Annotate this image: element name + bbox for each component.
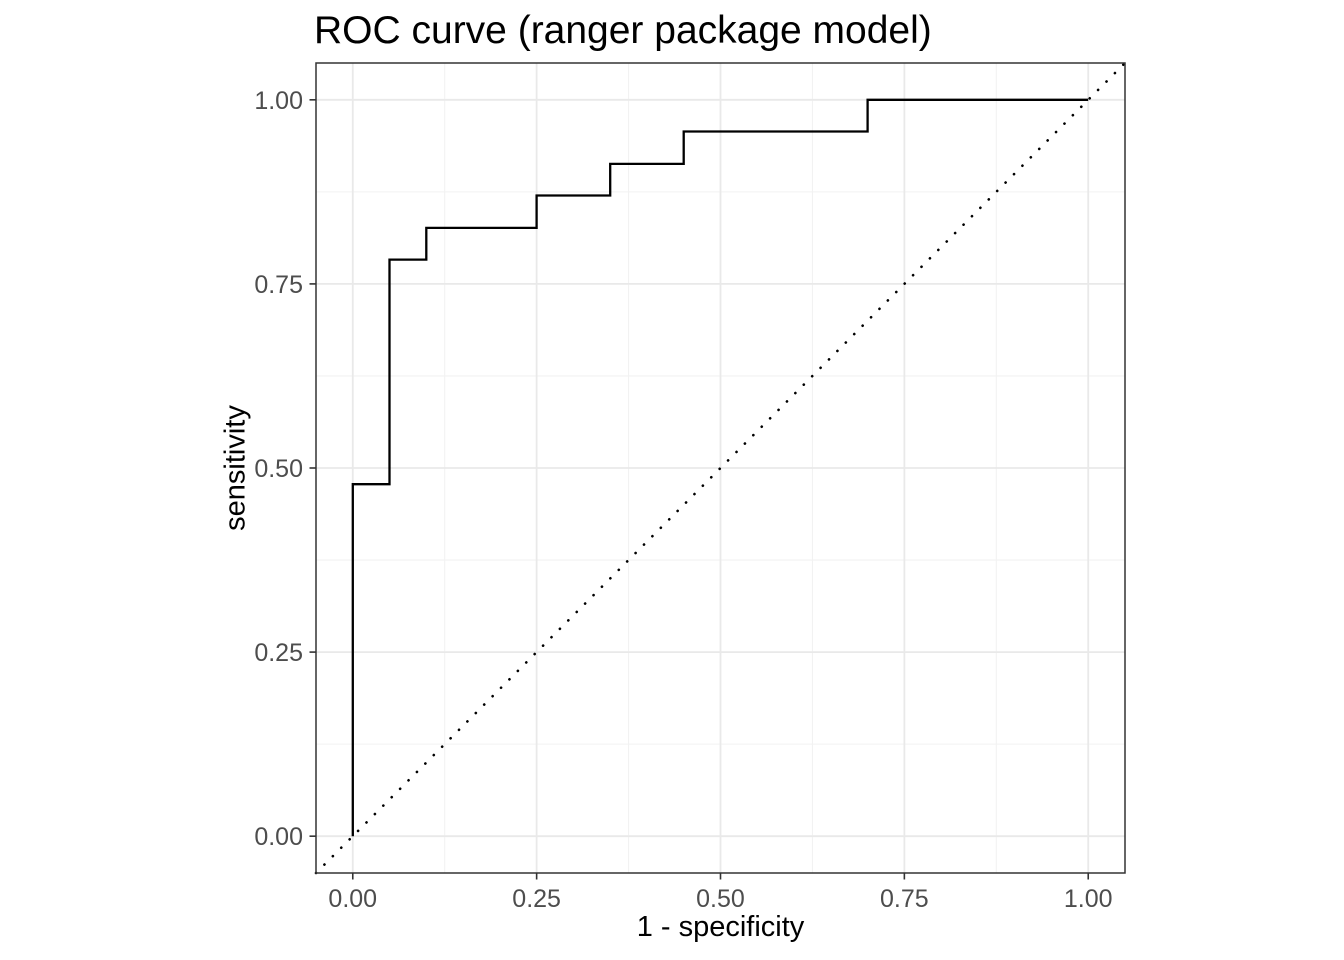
y-tick-label: 1.00 — [254, 87, 303, 115]
y-tick-label: 0.50 — [254, 455, 303, 483]
x-tick-label: 1.00 — [1064, 885, 1113, 913]
roc-curve-path — [351, 98, 1089, 837]
y-tick-label: 0.00 — [254, 823, 303, 851]
diagonal-reference-line — [314, 61, 1127, 875]
y-tick-label: 0.75 — [254, 271, 303, 299]
x-axis-title: 1 - specificity — [636, 911, 805, 943]
x-tick-label: 0.50 — [696, 885, 745, 913]
x-tick-label: 0.25 — [512, 885, 561, 913]
y-tick-label: 0.25 — [254, 639, 303, 667]
x-tick-label: 0.75 — [880, 885, 929, 913]
x-tick-label: 0.00 — [328, 885, 377, 913]
plot-title: ROC curve (ranger package model) — [314, 9, 932, 52]
